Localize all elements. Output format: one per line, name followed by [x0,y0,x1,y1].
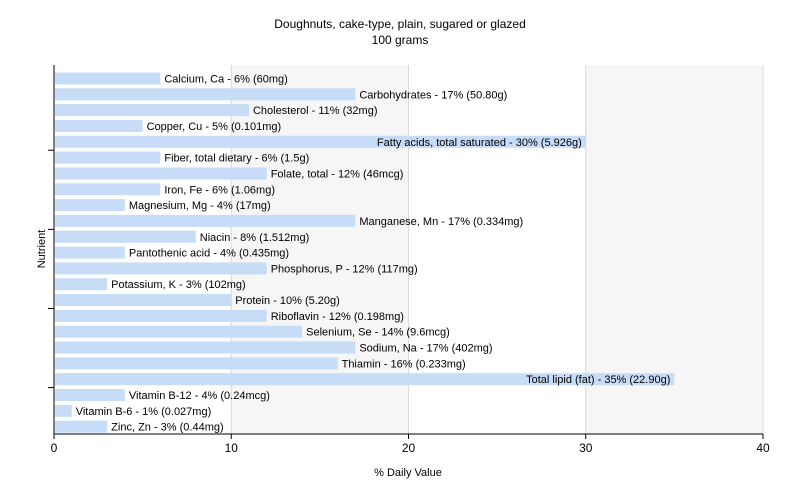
bar [55,246,125,259]
bar-label: Fatty acids, total saturated - 30% (5.92… [377,137,582,149]
bar [55,119,143,132]
bar [55,404,72,417]
bar [55,151,161,164]
bar-label: Cholesterol - 11% (32mg) [253,105,378,117]
bar [55,88,356,101]
bar-label: Zinc, Zn - 3% (0.44mg) [111,422,223,434]
bar [55,199,125,212]
bar-label: Riboflavin - 12% (0.198mg) [271,311,404,323]
bar-label: Iron, Fe - 6% (1.06mg) [164,184,275,196]
x-tick-label: 40 [756,441,770,455]
bar [55,357,338,370]
x-axis-label: % Daily Value [374,467,442,479]
bar-label: Pantothenic acid - 4% (0.435mg) [129,248,289,260]
bar-label: Carbohydrates - 17% (50.80g) [359,89,507,101]
chart-title: Doughnuts, cake-type, plain, sugared or … [0,16,800,48]
grid-band [585,65,763,434]
grid-band [231,65,409,434]
bar-label: Copper, Cu - 5% (0.101mg) [147,121,282,133]
bar [55,167,267,180]
bar-label: Vitamin B-12 - 4% (0.24mcg) [129,390,270,402]
grid-lines [54,65,764,434]
bar [55,420,108,433]
bar [55,325,303,338]
bar-label: Magnesium, Mg - 4% (17mg) [129,200,271,212]
bar [55,230,196,243]
bar [55,278,108,291]
x-tick-label: 30 [579,441,593,455]
bar [55,294,232,307]
bar [55,262,267,275]
bar-label: Potassium, K - 3% (102mg) [111,279,246,291]
grid-band [408,65,586,434]
bar-label: Vitamin B-6 - 1% (0.027mg) [76,406,212,418]
chart-title-line: Doughnuts, cake-type, plain, sugared or … [274,17,526,31]
bar [55,373,675,386]
x-tick-label: 0 [51,441,58,455]
bar [55,214,356,227]
chart-subtitle: 100 grams [371,33,429,47]
bars: Calcium, Ca - 6% (60mg) Carbohydrates - 1… [55,72,675,434]
bar-label: Sodium, Na - 17% (402mg) [359,343,492,355]
bar-label: Selenium, Se - 14% (9.6mcg) [306,327,450,339]
bar [55,309,267,322]
y-axis-label: Nutrient [36,230,48,269]
bar-label: Calcium, Ca - 6% (60mg) [164,74,287,86]
bar-label: Niacin - 8% (1.512mg) [200,232,309,244]
bar-label: Fiber, total dietary - 6% (1.5g) [164,153,309,165]
x-tick-label: 20 [402,441,416,455]
bar-label: Protein - 10% (5.20g) [235,295,340,307]
y-axis-ticks [48,149,54,389]
bar-label: Manganese, Mn - 17% (0.334mg) [359,216,523,228]
bar [55,183,161,196]
bar [55,104,249,117]
bar-label: Phosphorus, P - 12% (117mg) [271,263,418,275]
bar-label: Total lipid (fat) - 35% (22.90g) [526,374,670,386]
bar-label: Thiamin - 16% (0.233mg) [342,358,466,370]
bar-label: Folate, total - 12% (46mcg) [271,168,404,180]
x-axis-ticks: 0 10 20 30 40 [51,434,770,455]
bar [55,389,125,402]
bar [55,135,586,148]
bar [55,341,356,354]
x-tick-label: 10 [225,441,239,455]
bar [55,72,161,85]
